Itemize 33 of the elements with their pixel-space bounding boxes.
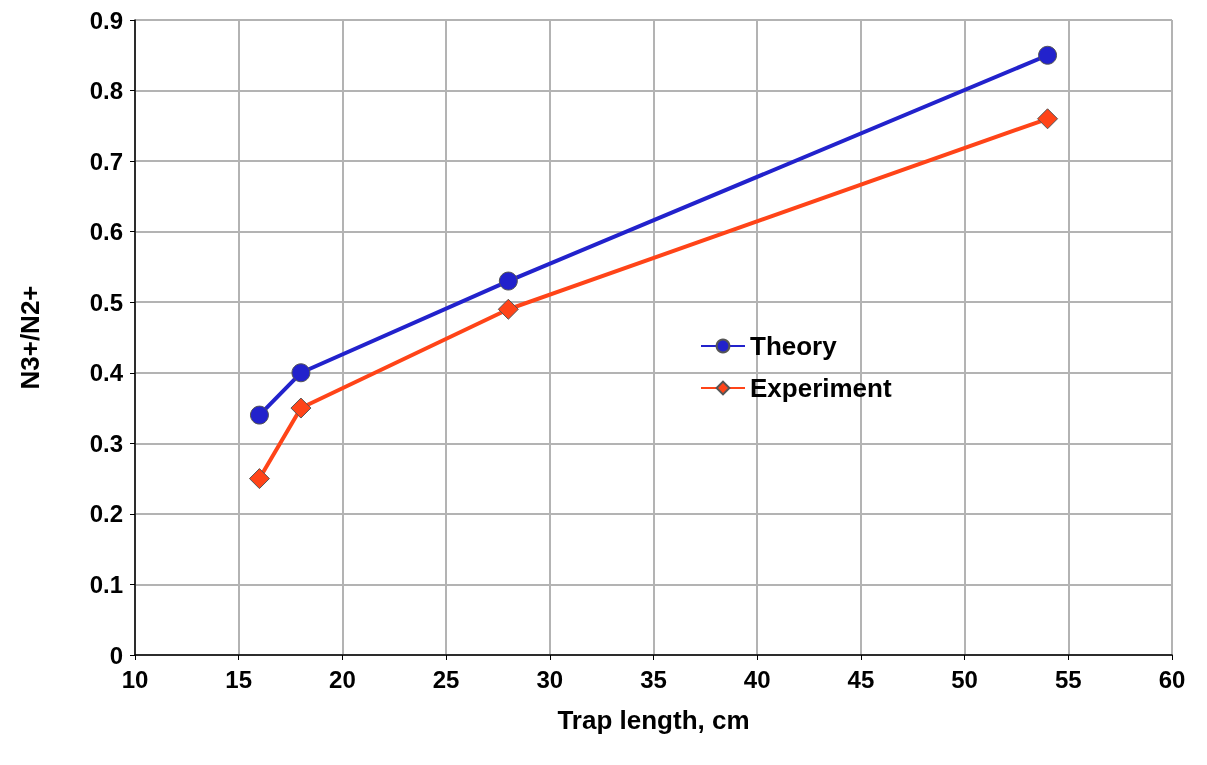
- legend-label: Theory: [750, 331, 838, 361]
- x-tick-label: 60: [1158, 665, 1186, 693]
- y-tick-label: 0.8: [89, 77, 123, 105]
- y-tick-label: 0.9: [89, 6, 123, 34]
- x-tick-label: 15: [225, 665, 253, 693]
- x-tick-label: 35: [640, 665, 667, 693]
- y-tick-label: 0.7: [89, 147, 123, 175]
- y-tick-label: 0: [109, 641, 123, 669]
- x-axis-title: Trap length, cm: [557, 705, 750, 735]
- point: [1038, 45, 1058, 65]
- x-tick-label: 40: [743, 665, 771, 693]
- x-tick-label: 25: [432, 665, 460, 693]
- y-tick-label: 0.6: [89, 218, 123, 246]
- point: [1037, 108, 1059, 130]
- point: [497, 298, 519, 320]
- y-tick-label: 0.1: [89, 570, 123, 598]
- point: [498, 271, 518, 291]
- x-tick-label: 50: [951, 665, 978, 693]
- x-tick-label: 20: [329, 665, 356, 693]
- point: [249, 405, 269, 425]
- point: [290, 397, 312, 419]
- y-tick-label: 0.3: [89, 429, 123, 457]
- y-tick-label: 0.2: [89, 500, 123, 528]
- point: [291, 363, 311, 383]
- legend-label: Experiment: [750, 373, 892, 403]
- x-tick-label: 30: [536, 665, 564, 693]
- y-tick-label: 0.4: [89, 359, 124, 387]
- y-tick-label: 0.5: [89, 288, 123, 316]
- x-tick-label: 10: [121, 665, 149, 693]
- x-tick-label: 55: [1054, 665, 1082, 693]
- y-axis-title: N3+/N2+: [15, 285, 45, 390]
- point: [248, 468, 270, 490]
- x-tick-label: 45: [847, 665, 875, 693]
